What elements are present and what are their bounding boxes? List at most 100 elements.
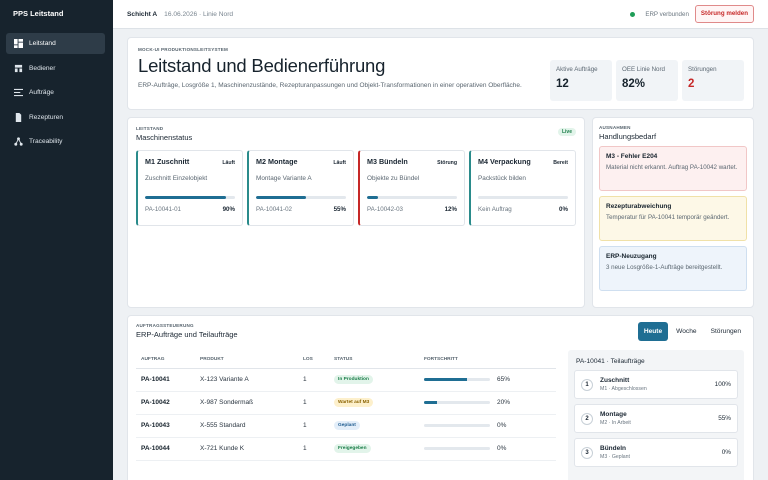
column-header: AUFTRAG [136,352,200,369]
machine-status-card: LEITSTAND Maschinenstatus Live M1 Zuschn… [127,117,585,308]
list-icon [14,88,23,97]
sidebar-item-auftraege[interactable]: Aufträge [6,82,105,103]
kpi-group: Aktive Aufträge 12 OEE Linie Nord 82% St… [550,60,744,101]
subtask-item[interactable]: 1 Zuschnitt M1 · Abgeschlossen 100% [574,370,738,399]
table-row[interactable]: PA-10042 X-987 Sondermaß 1 Wartet auf M3… [136,391,556,415]
subtask-progress: 100% [714,381,731,388]
order-progress-bar [424,378,490,381]
subtask-item[interactable]: 2 Montage M2 · In Arbeit 55% [574,404,738,433]
order-lot: 1 [303,437,334,461]
order-progress: 0% [497,445,507,452]
kpi-active-orders: Aktive Aufträge 12 [550,60,612,101]
table-row[interactable]: PA-10041 X-123 Variante A 1 In Produktio… [136,368,556,392]
machine-status: Läuft [222,160,235,166]
kpi-value: 12 [556,78,569,90]
subtasks-title: PA-10041 · Teilaufträge [576,358,645,365]
orders-card: AUFTRAGSSTEUERUNG ERP-Aufträge und Teila… [127,315,754,480]
exception-text: Material nicht erkannt. Auftrag PA-10042… [606,164,738,171]
subtask-name: Bündeln [600,445,626,452]
machine-grid: M1 Zuschnitt Läuft Zuschnitt Einzelobjekt… [136,150,576,226]
order-id: PA-10042 [136,391,200,415]
order-progress-bar [424,424,490,427]
operator-icon [14,64,23,72]
machine-progress-bar [256,196,346,199]
table-row[interactable]: PA-10043 X-555 Standard 1 Geplant 0% [136,414,556,438]
machine-desc: Objekte zu Bündel [367,175,420,182]
app-brand: PPS Leitstand [13,9,64,18]
subtask-name: Montage [600,411,627,418]
subtask-sub: M1 · Abgeschlossen [600,386,647,392]
sidebar-nav: Leitstand Bediener Aufträge Rezepturen T… [0,33,113,152]
machine-progress-bar [367,196,457,199]
sidebar-item-bediener[interactable]: Bediener [6,58,105,79]
subtask-sub: M3 · Geplant [600,454,630,460]
sidebar-item-label: Aufträge [29,89,54,96]
kpi-label: Störungen [688,66,717,73]
hero-kicker: MOCK-UI PRODUKTIONSLEITSYSTEM [138,47,229,52]
sidebar-item-label: Traceability [29,138,63,145]
column-header: FORTSCHRITT [424,352,556,369]
exception-item[interactable]: ERP-Neuzugang 3 neue Losgröße-1-Aufträge… [599,246,747,291]
kpi-label: OEE Linie Nord [622,66,665,73]
tab-stoerungen[interactable]: Störungen [710,328,741,335]
topbar: Schicht A 16.06.2026 · Linie Nord ERP ve… [113,0,768,29]
order-id: PA-10043 [136,414,200,438]
machine-order: PA-10041-02 [256,206,293,213]
machine-card[interactable]: M3 Bündeln Störung Objekte zu Bündel PA-1… [358,150,465,226]
machine-progress: 55% [333,206,346,213]
order-lot: 1 [303,414,334,438]
hero-card: MOCK-UI PRODUKTIONSLEITSYSTEM Leitstand … [127,37,754,110]
exception-item[interactable]: Rezepturabweichung Temperatur für PA-100… [599,196,747,241]
machine-order: PA-10042-03 [367,206,404,213]
exception-title: M3 - Fehler E204 [606,153,658,160]
subtasks-panel: PA-10041 · Teilaufträge 1 Zuschnitt M1 · … [568,350,744,480]
orders-kicker: AUFTRAGSSTEUERUNG [136,323,194,328]
hero-description: ERP-Aufträge, Losgröße 1, Maschinenzustä… [138,82,522,89]
kpi-value: 82% [622,78,646,90]
machine-card[interactable]: M2 Montage Läuft Montage Variante A PA-10… [247,150,354,226]
trace-icon [14,137,23,146]
machine-progress: 0% [559,206,568,213]
subtask-name: Zuschnitt [600,377,630,384]
subtask-progress: 0% [721,449,731,456]
status-badge: Geplant [334,421,360,430]
order-id: PA-10044 [136,437,200,461]
shift-meta: 16.06.2026 · Linie Nord [164,10,234,18]
machine-name: M2 Montage [256,157,298,166]
sidebar-item-leitstand[interactable]: Leitstand [6,33,105,54]
report-fault-button[interactable]: Störung melden [694,5,754,23]
exception-item[interactable]: M3 - Fehler E204 Material nicht erkannt.… [599,146,747,191]
orders-title: ERP-Aufträge und Teilaufträge [136,330,238,339]
sidebar-item-label: Rezepturen [29,113,64,121]
machines-title: Maschinenstatus [136,133,193,142]
sidebar-item-label: Bediener [29,64,56,72]
content: MOCK-UI PRODUKTIONSLEITSYSTEM Leitstand … [113,29,768,480]
exceptions-kicker: AUSNAHMEN [599,125,631,130]
machine-name: M4 Verpackung [478,157,531,166]
column-header: LOS [303,352,334,369]
status-badge: In Produktion [334,375,373,384]
erp-status-dot [630,11,636,17]
exception-text: 3 neue Losgröße-1-Aufträge bereitgestell… [606,264,723,271]
subtask-item[interactable]: 3 Bündeln M3 · Geplant 0% [574,438,738,467]
machine-progress: 12% [444,206,457,213]
table-row[interactable]: PA-10044 X-721 Kunde K 1 Freigegeben 0% [136,437,556,461]
order-progress: 65% [497,376,511,383]
order-lot: 1 [303,368,334,392]
tab-heute[interactable]: Heute [637,322,669,341]
machine-status: Störung [437,160,457,166]
machine-card[interactable]: M1 Zuschnitt Läuft Zuschnitt Einzelobjekt… [136,150,243,226]
machine-name: M3 Bündeln [367,157,408,166]
order-progress: 20% [497,399,511,406]
dashboard-icon [14,39,23,48]
exception-text: Temperatur für PA-10041 temporär geänder… [606,214,730,221]
page-title: Leitstand und Bedienerführung [138,55,386,76]
tab-woche[interactable]: Woche [676,328,697,335]
machine-card[interactable]: M4 Verpackung Bereit Packstück bilden Kei… [469,150,576,226]
column-header: PRODUKT [200,352,303,369]
exception-title: Rezepturabweichung [606,203,672,210]
column-header: STATUS [334,352,424,369]
erp-status: ERP verbunden [645,10,689,18]
sidebar-item-traceability[interactable]: Traceability [6,131,105,152]
sidebar-item-rezepturen[interactable]: Rezepturen [6,107,105,128]
